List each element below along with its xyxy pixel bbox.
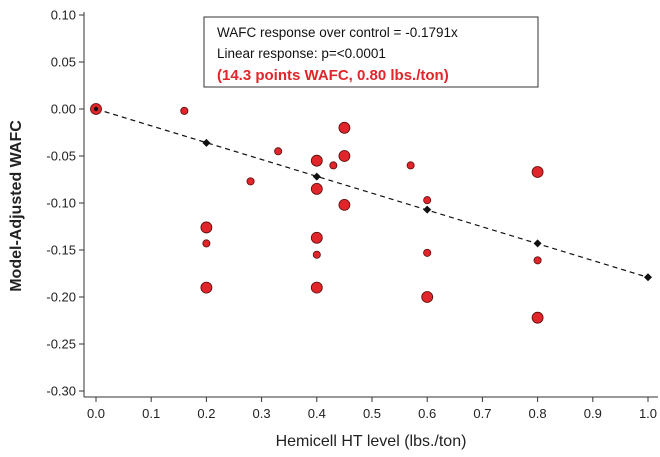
data-point-large bbox=[338, 121, 351, 134]
data-point-large bbox=[310, 231, 323, 244]
y-tick-label: 0.10 bbox=[51, 8, 76, 23]
data-point-large bbox=[310, 281, 323, 294]
data-point-small bbox=[180, 106, 189, 115]
data-point-large bbox=[200, 281, 213, 294]
x-tick-label: 0.4 bbox=[308, 406, 326, 421]
data-point-small bbox=[274, 147, 283, 156]
trend-line-group bbox=[95, 108, 649, 278]
annotation-border bbox=[203, 16, 539, 88]
data-point-large bbox=[421, 291, 434, 303]
x-tick-label: 0.1 bbox=[142, 406, 160, 421]
x-tick-label: 0.8 bbox=[529, 406, 547, 421]
data-point-large bbox=[338, 150, 351, 162]
y-tick-label: -0.30 bbox=[46, 384, 76, 399]
x-tick-label: 0.5 bbox=[363, 406, 381, 421]
data-point-small bbox=[329, 161, 338, 170]
x-tick-label: 0.9 bbox=[584, 406, 602, 421]
data-point-small bbox=[202, 239, 211, 248]
x-axis-label: Hemicell HT level (lbs./ton) bbox=[276, 433, 467, 450]
annotation-line-3: (14.3 points WAFC, 0.80 lbs./ton) bbox=[217, 67, 449, 84]
annotation-box: WAFC response over control = -0.1791x Li… bbox=[203, 16, 539, 88]
x-tick-label: 0.3 bbox=[253, 406, 271, 421]
fitted-point-marker bbox=[644, 273, 652, 282]
data-points bbox=[90, 103, 544, 324]
x-tick-label: 1.0 bbox=[639, 406, 657, 421]
axes: 0.0 0.1 0.2 0.3 0.4 0.5 0.6 0.7 0.8 0.9 1.0 0.10 0.0… bbox=[46, 8, 658, 421]
y-tick-label: -0.05 bbox=[46, 149, 76, 164]
y-tick-label: -0.20 bbox=[46, 290, 76, 305]
x-tick-label: 0.0 bbox=[87, 406, 105, 421]
x-tick-label: 0.7 bbox=[473, 406, 491, 421]
data-point-small bbox=[246, 177, 255, 186]
annotation-line-1: WAFC response over control = -0.1791x bbox=[217, 25, 458, 40]
data-point-large bbox=[200, 221, 213, 234]
annotation-line-2: Linear response: p=<0.0001 bbox=[217, 46, 386, 61]
y-tick-label: 0.00 bbox=[51, 102, 76, 117]
data-point-large bbox=[338, 198, 351, 211]
fitted-markers bbox=[93, 106, 652, 282]
origin-marker bbox=[93, 106, 99, 112]
y-tick-label: 0.05 bbox=[51, 55, 76, 70]
y-tick-label: -0.10 bbox=[46, 196, 76, 211]
fitted-point-marker bbox=[202, 138, 211, 147]
fitted-point-marker bbox=[312, 172, 321, 181]
data-point-large bbox=[310, 154, 323, 167]
trend-line bbox=[95, 108, 649, 278]
x-tick-label: 0.6 bbox=[418, 406, 436, 421]
data-point-small bbox=[423, 196, 432, 205]
y-tick-label: -0.15 bbox=[46, 243, 76, 258]
data-point-large bbox=[531, 166, 544, 178]
data-point-small bbox=[533, 256, 542, 265]
y-tick-label: -0.25 bbox=[46, 337, 76, 352]
data-point-small bbox=[312, 250, 321, 259]
y-axis-label: Model-Adjusted WAFC bbox=[8, 120, 25, 292]
data-point-large bbox=[531, 311, 544, 324]
data-point-small bbox=[423, 248, 432, 257]
x-tick-label: 0.2 bbox=[197, 406, 215, 421]
fitted-point-marker bbox=[423, 205, 432, 214]
fitted-point-marker bbox=[533, 239, 542, 248]
data-point-small bbox=[406, 161, 415, 170]
data-point-large bbox=[310, 182, 323, 195]
